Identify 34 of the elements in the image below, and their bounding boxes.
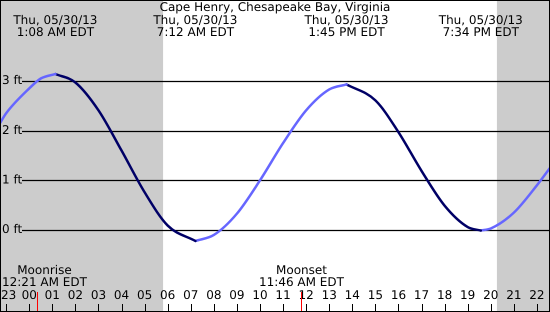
x-tick-label: 16: [390, 288, 406, 302]
annotation: Thu, 05/30/13 7:12 AM EDT: [152, 13, 238, 40]
x-tick-label: 06: [160, 288, 176, 302]
x-tick-label: 23: [0, 288, 16, 302]
y-tick-label: 1 ft: [2, 172, 22, 186]
x-tick-label: 01: [44, 288, 60, 302]
x-tick-label: 11: [275, 288, 291, 302]
x-tick-label: 08: [206, 288, 222, 302]
x-tick-label: 22: [529, 288, 545, 302]
x-tick-label: 04: [114, 288, 130, 302]
x-tick-label: 19: [460, 288, 476, 302]
x-tick-label: 05: [136, 288, 152, 302]
chart-title: Cape Henry, Chesapeake Bay, Virginia: [160, 0, 390, 14]
x-tick-label: 03: [90, 288, 106, 302]
annotation: Thu, 05/30/13 1:08 AM EDT: [12, 13, 98, 40]
y-tick-label: 2 ft: [2, 122, 22, 137]
y-tick-label: 0 ft: [2, 222, 22, 236]
x-tick-label: 02: [68, 288, 84, 302]
x-tick-label: 07: [183, 288, 198, 302]
ref-line-label: Moonset 11:46 AM EDT: [259, 263, 345, 290]
x-tick-label: 09: [229, 288, 245, 302]
x-tick-label: 14: [344, 288, 360, 302]
x-tick-label: 10: [252, 288, 268, 302]
ref-line-label: Moonrise 12:21 AM EDT: [2, 263, 88, 290]
x-tick-label: 18: [436, 288, 452, 302]
x-tick-label: 21: [506, 288, 522, 302]
y-tick-label: 3 ft: [2, 73, 22, 88]
x-tick-label: 00: [22, 288, 37, 302]
x-tick-label: 20: [483, 288, 498, 302]
annotation: Thu, 05/30/13 1:45 PM EDT: [304, 13, 389, 40]
x-tick-label: 15: [368, 288, 384, 302]
x-tick-label: 17: [414, 288, 430, 302]
x-tick-label: 13: [322, 288, 337, 302]
annotation: Thu, 05/30/13 7:34 PM EDT: [438, 13, 523, 40]
